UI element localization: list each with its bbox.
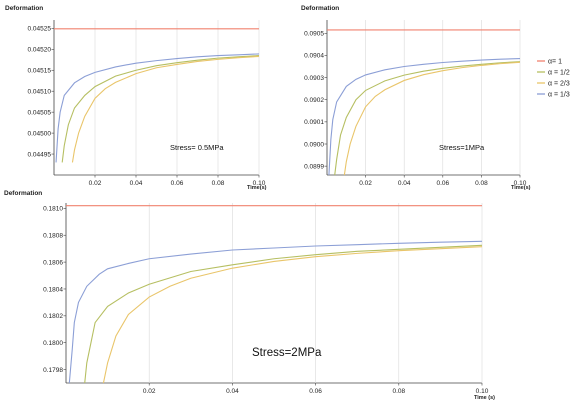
chart-svg-2: 0.02 0.04 0.06 0.08 0.10 0.1798 0.1800 0.1802 0.… xyxy=(4,190,495,401)
chart-stress-1mpa: 0.02 0.04 0.06 0.08 0.10 0.0899 0.0900 0.0901 0.… xyxy=(283,0,533,196)
series-line xyxy=(102,246,483,384)
legend: α= 1 α = 1/2 α = 2/3 α = 1/3 xyxy=(536,55,584,125)
y-tick-label: 0.0903 xyxy=(304,75,324,82)
chart-svg-1: 0.02 0.04 0.06 0.08 0.10 0.0899 0.0900 0.0901 0.… xyxy=(301,5,531,191)
y-axis-label: Deformation xyxy=(4,190,42,197)
series-line xyxy=(55,53,260,163)
series-line xyxy=(334,61,521,176)
y-tick-label: 0.0901 xyxy=(304,119,324,126)
x-tick-label: 0.08 xyxy=(212,180,225,187)
x-tick-label: 0.02 xyxy=(89,180,102,187)
y-tick-label: 0.1804 xyxy=(43,286,63,293)
x-axis-label: Time(s) xyxy=(511,185,531,191)
x-tick-label: 0.08 xyxy=(475,180,488,187)
chart-stress-0-5mpa: 0.02 0.04 0.06 0.08 0.10 0.04495 0.04500 0.0450… xyxy=(0,0,290,196)
x-tick-label: 0.02 xyxy=(143,388,156,395)
x-tick-label: 0.06 xyxy=(309,388,322,395)
legend-label: α = 2/3 xyxy=(548,81,570,88)
chart-svg-0: 0.02 0.04 0.06 0.08 0.10 0.04495 0.04500 0.0450… xyxy=(5,5,267,191)
x-tick-label: 0.10 xyxy=(253,180,266,187)
y-tick-label: 0.0902 xyxy=(304,97,324,104)
y-axis-label: Deformation xyxy=(5,5,43,12)
x-tick-label: 0.10 xyxy=(476,388,489,395)
y-tick-label: 0.04495 xyxy=(28,151,52,158)
series-line xyxy=(328,57,521,176)
legend-label: α = 1/3 xyxy=(548,92,570,99)
y-tick-label: 0.0904 xyxy=(304,53,324,60)
y-axis-label: Deformation xyxy=(301,5,339,12)
series-line xyxy=(71,55,260,163)
y-tick-label: 0.04500 xyxy=(28,130,52,137)
legend-label: α= 1 xyxy=(548,59,562,66)
y-tick-label: 0.04510 xyxy=(28,89,52,96)
x-axis-label: Time (s) xyxy=(474,395,495,401)
y-tick-label: 0.1810 xyxy=(43,206,63,213)
y-tick-label: 0.1800 xyxy=(43,340,63,347)
x-tick-label: 0.04 xyxy=(398,180,411,187)
y-tick-label: 0.04525 xyxy=(28,26,52,33)
x-tick-label: 0.04 xyxy=(226,388,239,395)
x-tick-label: 0.08 xyxy=(392,388,405,395)
x-tick-label: 0.06 xyxy=(436,180,449,187)
y-tick-label: 0.1808 xyxy=(43,233,63,240)
y-tick-label: 0.0900 xyxy=(304,141,324,148)
x-tick-label: 0.06 xyxy=(171,180,184,187)
y-tick-label: 0.0905 xyxy=(304,31,324,38)
y-tick-label: 0.1802 xyxy=(43,313,63,320)
stress-annotation: Stress=2MPa xyxy=(252,347,322,359)
chart-stress-2mpa: 0.02 0.04 0.06 0.08 0.10 0.1798 0.1800 0.1802 0.… xyxy=(0,184,584,405)
x-tick-label: 0.04 xyxy=(130,180,143,187)
stress-annotation: Stress= 0.5MPa xyxy=(170,143,224,152)
series-line xyxy=(84,244,483,384)
y-tick-label: 0.1806 xyxy=(43,259,63,266)
y-tick-label: 0.1798 xyxy=(43,367,63,374)
x-axis-label: Time(s) xyxy=(247,185,267,191)
y-tick-label: 0.04520 xyxy=(28,47,52,54)
legend-svg: α= 1 α = 1/2 α = 2/3 α = 1/3 xyxy=(537,59,570,99)
series-line xyxy=(68,240,483,384)
x-tick-label: 0.10 xyxy=(514,180,527,187)
y-tick-label: 0.0899 xyxy=(304,163,324,170)
legend-label: α = 1/2 xyxy=(548,70,570,77)
stress-annotation: Stress=1MPa xyxy=(439,143,485,152)
series-line xyxy=(343,61,521,176)
y-tick-label: 0.04505 xyxy=(28,109,52,116)
y-tick-label: 0.04515 xyxy=(28,68,52,75)
series-line xyxy=(61,55,260,163)
x-tick-label: 0.02 xyxy=(359,180,372,187)
